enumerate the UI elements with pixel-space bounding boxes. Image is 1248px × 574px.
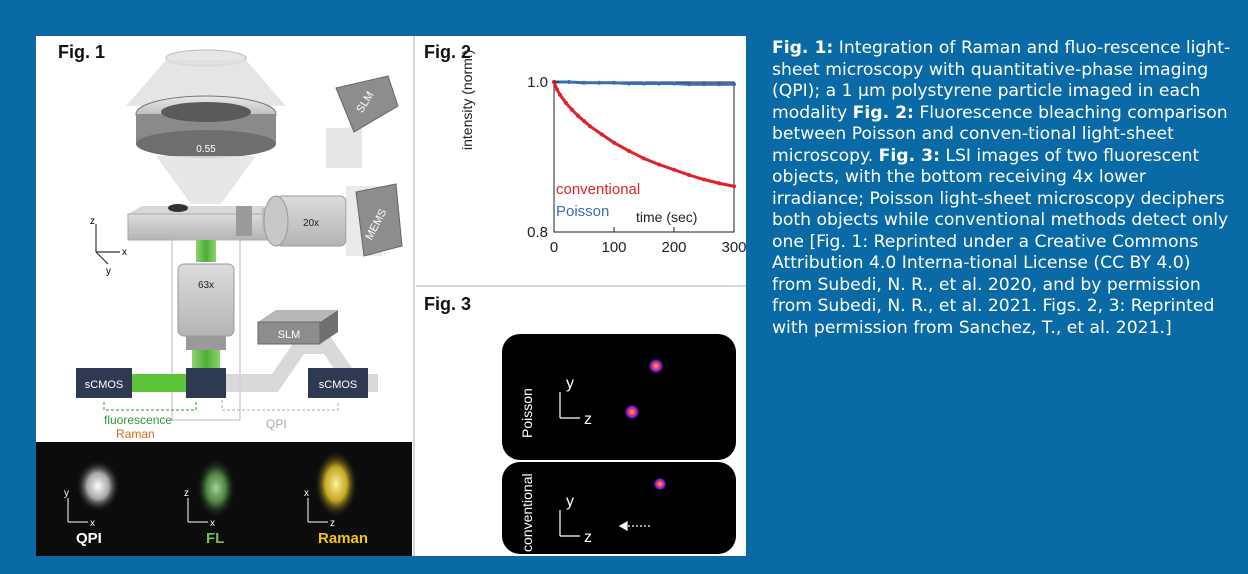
data-point-conventional bbox=[702, 178, 706, 182]
fig1-diagram: 0.55 20x SLM M bbox=[36, 36, 412, 442]
data-point-conventional bbox=[600, 133, 604, 137]
data-point-conventional bbox=[687, 173, 691, 177]
conventional-image bbox=[502, 462, 736, 554]
legend-qpi: QPI bbox=[266, 417, 287, 431]
x-tick-label: 300 bbox=[721, 239, 746, 256]
objective-na-label: 0.55 bbox=[196, 144, 216, 155]
legend-conventional: conventional bbox=[556, 181, 640, 198]
svg-text:z: z bbox=[184, 488, 189, 499]
svg-text:y: y bbox=[106, 266, 111, 277]
fig3-images: y z y z Poisson conventional bbox=[416, 288, 746, 556]
caption-fig2-title: Fig. 2: bbox=[853, 103, 914, 123]
fig2-chart: 0 100 200 300 0.8 1.0 intensity (norm.) time … bbox=[416, 36, 746, 284]
data-point-conventional bbox=[612, 141, 616, 145]
svg-text:x: x bbox=[210, 518, 215, 529]
data-point-poisson bbox=[687, 82, 691, 86]
slm-bottom-label: SLM bbox=[278, 329, 301, 341]
data-point-poisson bbox=[642, 82, 646, 86]
beam-splitter bbox=[186, 368, 226, 398]
data-point-conventional bbox=[558, 93, 562, 97]
data-point-conventional bbox=[657, 163, 661, 167]
caption-fig3-text: LSI images of two fluorescent objects, w… bbox=[772, 146, 1228, 338]
inset-qpi-label: QPI bbox=[76, 530, 102, 547]
legend-poisson: Poisson bbox=[556, 203, 609, 220]
legend-raman: Raman bbox=[116, 427, 155, 441]
legend-fluorescence: fluorescence bbox=[104, 413, 172, 427]
data-point-conventional bbox=[672, 168, 676, 172]
poisson-spot-bottom bbox=[624, 404, 640, 420]
svg-text:z: z bbox=[330, 518, 335, 529]
data-point-conventional bbox=[717, 181, 721, 185]
svg-text:x: x bbox=[90, 518, 95, 529]
data-point-poisson bbox=[597, 81, 601, 85]
data-point-conventional bbox=[627, 149, 631, 153]
y-tick-label: 1.0 bbox=[527, 74, 548, 91]
conventional-label: conventional bbox=[519, 473, 535, 552]
caption-fig1-title: Fig. 1: bbox=[772, 38, 833, 58]
data-point-conventional bbox=[570, 108, 574, 112]
data-point-conventional bbox=[582, 119, 586, 123]
inset-raman-label: Raman bbox=[318, 530, 368, 547]
figure-panel: Fig. 1 bbox=[36, 36, 746, 556]
x-tick-label: 100 bbox=[601, 239, 626, 256]
svg-text:z: z bbox=[584, 411, 592, 428]
svg-text:x: x bbox=[304, 488, 309, 499]
data-point-conventional bbox=[564, 101, 568, 105]
objective-63x-label: 63x bbox=[198, 280, 214, 291]
objective-63x bbox=[178, 264, 234, 336]
data-point-poisson bbox=[732, 82, 736, 86]
scmos-right-label: sCMOS bbox=[319, 379, 358, 391]
data-point-poisson bbox=[582, 81, 586, 85]
x-tick-label: 0 bbox=[550, 239, 558, 256]
data-point-poisson bbox=[627, 82, 631, 86]
caption-fig3-title: Fig. 3: bbox=[879, 146, 940, 166]
data-point-conventional bbox=[588, 124, 592, 128]
svg-text:z: z bbox=[584, 529, 592, 546]
fig1-inset: y x z x x z QPI FL Raman bbox=[36, 442, 412, 556]
fig3: Fig. 3 y z y z Po bbox=[416, 288, 746, 556]
y-tick-label: 0.8 bbox=[527, 224, 548, 241]
data-point-poisson bbox=[717, 82, 721, 86]
conventional-spot bbox=[653, 477, 667, 491]
svg-text:x: x bbox=[122, 247, 127, 258]
x-axis-label: time (sec) bbox=[636, 209, 697, 225]
divider-vertical bbox=[413, 36, 415, 556]
data-point-conventional bbox=[555, 88, 559, 92]
fig2: Fig. 2 0 100 200 300 0.8 1.0 intensity (norm.… bbox=[416, 36, 746, 284]
data-point-conventional bbox=[732, 184, 736, 188]
data-point-conventional bbox=[642, 157, 646, 161]
x-tick-label: 200 bbox=[661, 239, 686, 256]
data-point-poisson bbox=[612, 81, 616, 85]
poisson-image bbox=[502, 334, 736, 460]
sample-stage bbox=[128, 214, 284, 240]
fluorescence-beam bbox=[152, 374, 186, 392]
raman-image bbox=[314, 450, 358, 518]
data-point-conventional bbox=[576, 114, 580, 118]
svg-text:y: y bbox=[64, 488, 69, 499]
svg-text:y: y bbox=[566, 375, 574, 392]
svg-text:z: z bbox=[90, 216, 95, 227]
fl-image bbox=[196, 458, 236, 518]
qpi-image bbox=[76, 460, 120, 512]
data-point-poisson bbox=[672, 82, 676, 86]
data-point-poisson bbox=[702, 82, 706, 86]
inset-fl-label: FL bbox=[206, 530, 224, 547]
caption: Fig. 1: Integration of Raman and fluo-re… bbox=[772, 38, 1232, 339]
poisson-label: Poisson bbox=[519, 388, 535, 438]
sample bbox=[168, 204, 188, 212]
y-axis-label: intensity (norm.) bbox=[459, 50, 475, 150]
scmos-left-label: sCMOS bbox=[85, 379, 124, 391]
svg-text:y: y bbox=[566, 493, 574, 510]
data-point-poisson bbox=[567, 80, 571, 84]
divider-horizontal bbox=[416, 285, 746, 287]
objective-20x-label: 20x bbox=[303, 218, 319, 229]
series-line-conventional bbox=[554, 82, 734, 186]
fig1: Fig. 1 bbox=[36, 36, 412, 556]
data-point-poisson bbox=[657, 82, 661, 86]
poisson-spot-top bbox=[648, 358, 664, 374]
